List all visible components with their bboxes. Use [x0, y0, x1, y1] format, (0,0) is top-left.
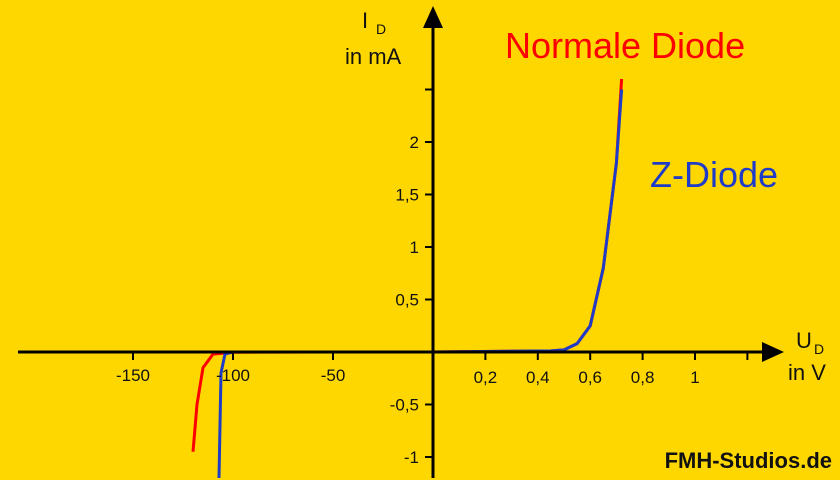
x-tick-label-positive: 0,6 [578, 368, 602, 387]
y-axis-subscript: D [376, 21, 386, 37]
x-tick-label-negative: -50 [321, 366, 346, 385]
y-tick-label: 0,5 [395, 291, 419, 310]
y-axis-arrow [423, 6, 443, 28]
y-tick-label: 1,5 [395, 186, 419, 205]
y-tick-label: 1 [410, 238, 419, 257]
x-tick-label-negative: -100 [216, 366, 250, 385]
legend-z-diode: Z-Diode [650, 154, 778, 195]
x-tick-label-negative: -150 [116, 366, 150, 385]
x-tick-label-positive: 1 [690, 368, 699, 387]
x-tick-label-positive: 0,2 [474, 368, 498, 387]
x-axis-symbol: U [796, 328, 812, 353]
credit-text: FMH-Studios.de [665, 448, 832, 473]
legend-normale-diode: Normale Diode [505, 25, 745, 66]
y-tick-label: 2 [410, 133, 419, 152]
y-axis-symbol: I [362, 8, 368, 33]
y-tick-label: -0,5 [390, 396, 419, 415]
axes-layer [18, 6, 784, 478]
y-tick-label: -1 [404, 448, 419, 467]
y-axis-unit: in mA [345, 44, 402, 69]
x-axis-subscript: D [814, 341, 824, 357]
ticks-layer: -1 -0,5 0,5 1 1,5 2 -150 -100 -50 0,2 0,4 0,6 0,8 1 [116, 88, 749, 467]
x-axis-arrow [762, 342, 784, 362]
x-tick-label-positive: 0,8 [631, 368, 655, 387]
x-tick-label-positive: 0,4 [526, 368, 550, 387]
x-axis-unit: in V [788, 360, 826, 385]
